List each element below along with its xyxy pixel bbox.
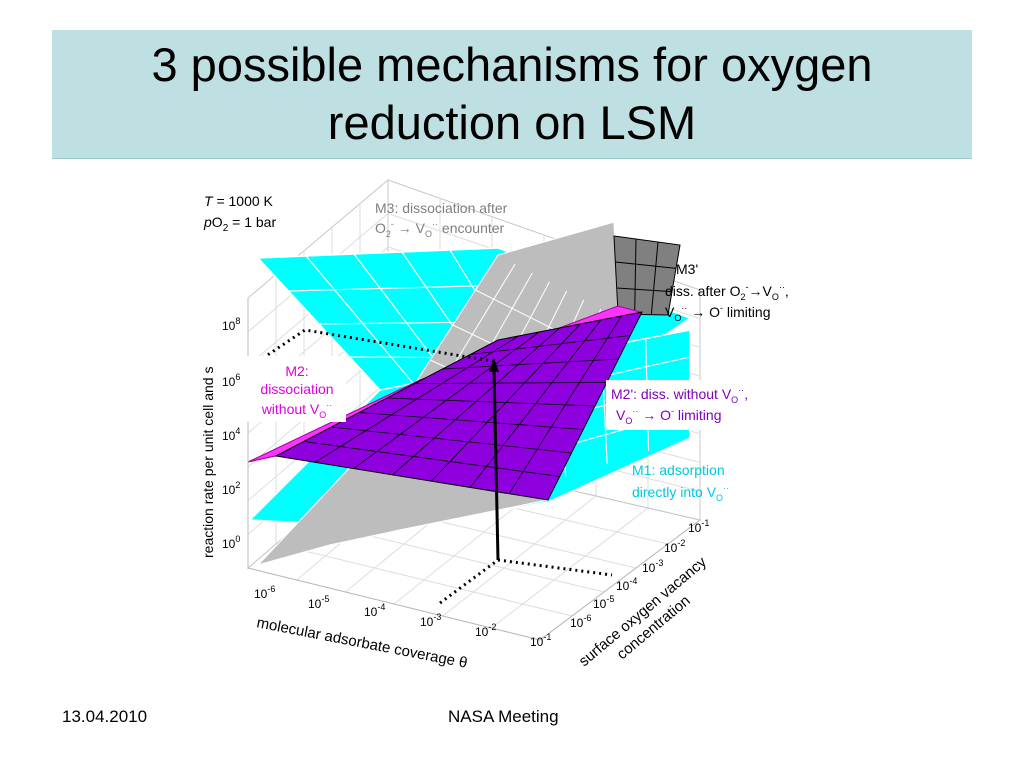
grid-line [392, 327, 560, 476]
x-tick-label: 10-2 [475, 622, 496, 639]
x-tick-label: 10-1 [530, 632, 551, 649]
svg-text:M2': diss. without VO··,: M2': diss. without VO··, [611, 385, 748, 405]
guide-lines [247, 328, 613, 605]
svg-text:without VO··: without VO·· [261, 400, 333, 420]
y-tick-label: 10-4 [616, 576, 637, 593]
svg-text:dissociation: dissociation [260, 381, 333, 397]
y-tick-label: 10-6 [570, 613, 591, 630]
grid-line [442, 495, 597, 617]
annotation-m3prime: M3' diss. after O2-→VO··, VO·· → O- limi… [665, 261, 789, 323]
svg-text:M3: dissociation after: M3: dissociation after [375, 200, 508, 216]
grid-line [616, 287, 673, 293]
x-axis-line [247, 567, 541, 641]
grid-line [469, 319, 602, 488]
rate-arrow-head [489, 358, 499, 372]
svg-text:VO·· → O- limiting: VO·· → O- limiting [616, 406, 722, 426]
surface-m2prime [274, 311, 643, 501]
grid-line [470, 335, 631, 355]
y-axis-line [539, 519, 701, 641]
svg-text:O2- → VO·· encounter: O2- → VO·· encounter [375, 219, 505, 239]
surface-m2prime-grid [303, 315, 631, 494]
x-tick-label: 10-6 [254, 584, 275, 601]
y-tick-label: 10-3 [642, 558, 663, 575]
grid-line [359, 412, 584, 430]
grid-line [331, 426, 572, 454]
z-tick-label: 108 [222, 316, 240, 333]
grid-line [386, 397, 596, 407]
grid-line [314, 335, 519, 463]
y-ticks: 10-610-510-4 10-310-210-1 [570, 518, 709, 630]
slide-title: 3 possible mechanisms for oxygen reducti… [151, 38, 873, 149]
grid-line [508, 315, 622, 494]
x-tick-label: 10-4 [364, 602, 385, 619]
annotation-m2prime: M2': diss. without VO··, VO·· → O- limit… [611, 385, 748, 426]
annotation-m2: M2: dissociation without VO·· [260, 363, 333, 420]
annotation-m3: M3: dissociation after O2- → VO·· encoun… [375, 200, 508, 239]
z-tick-label: 106 [222, 372, 240, 389]
grid-line [650, 241, 659, 315]
pressure-label: pO2 = 1 bar [203, 214, 276, 234]
temperature-label: T = 1000 K [204, 193, 274, 209]
grid-line [353, 331, 540, 469]
svg-text:M2:: M2: [285, 363, 308, 379]
grid-line [442, 358, 619, 370]
z-tick-label: 100 [222, 534, 240, 551]
y-tick-label: 10-5 [593, 594, 614, 611]
footer-event: NASA Meeting [448, 707, 559, 726]
z-tick-label: 102 [222, 480, 240, 497]
z-tick-label: 104 [222, 426, 240, 443]
rate-arrow [492, 367, 500, 561]
svg-text:M3': M3' [676, 261, 698, 277]
x-axis-label: molecular adsorbate coverage θ [255, 614, 469, 672]
grid-line [303, 441, 560, 477]
svg-text:M1: adsorption: M1: adsorption [632, 462, 725, 478]
annotation-m2prime-box [606, 380, 786, 430]
grid-line [414, 382, 607, 384]
z-ticks: 100 102 104 106 108 [222, 316, 240, 551]
y-tick-label: 10-2 [664, 538, 685, 555]
grid-line [431, 323, 581, 482]
svg-text:directly into VO··: directly into VO·· [632, 483, 729, 503]
annotation-m2-box [246, 356, 346, 422]
x-tick-label: 10-5 [308, 594, 329, 611]
annotation-m1: M1: adsorption directly into VO·· [632, 462, 729, 503]
x-ticks: 10-6 10-5 10-4 10-3 10-2 10-1 [254, 584, 551, 649]
title-banner: 3 possible mechanisms for oxygen reducti… [52, 30, 972, 159]
svg-text:diss. after O2-→VO··,: diss. after O2-→VO··, [665, 282, 789, 302]
grid-line [615, 261, 677, 269]
surface-m3prime-grid [615, 238, 677, 315]
x-tick-label: 10-3 [420, 612, 441, 629]
svg-text:VO·· → O- limiting: VO·· → O- limiting [665, 303, 771, 323]
grid-line [634, 238, 637, 315]
z-axis-label: reaction rate per unit cell and s [200, 367, 216, 558]
y-tick-label: 10-1 [688, 518, 709, 535]
footer-date: 13.04.2010 [62, 707, 148, 726]
